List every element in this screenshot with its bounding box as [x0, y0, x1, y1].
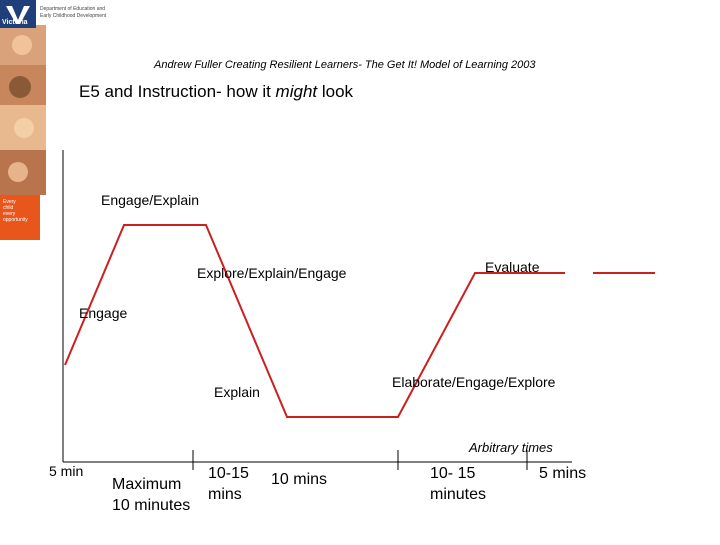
- slide-title: E5 and Instruction- how it might look: [79, 82, 353, 102]
- label-elaborate-engage-explore: Elaborate/Engage/Explore: [392, 374, 556, 390]
- time-label-4: 10 mins: [271, 471, 328, 488]
- tag-line-4: opportunity: [3, 217, 28, 223]
- photo-collage: [0, 25, 46, 240]
- sidebar-photo-strip: Every child every opportunity: [0, 0, 46, 540]
- label-explain: Explain: [214, 384, 260, 400]
- victoria-logo-icon: [0, 0, 36, 28]
- tag-line-3: every: [3, 211, 16, 217]
- logo-wordmark: Victoria: [2, 19, 28, 26]
- tag-line-1: Every: [3, 199, 16, 205]
- time-label-3: 10-15 mins: [208, 465, 249, 503]
- department-line-1: Department of Education and: [40, 6, 106, 12]
- department-line-2: Early Childhood Development: [40, 13, 107, 19]
- time-label-1: 5 min: [49, 463, 84, 479]
- label-explore-explain-engage: Explore/Explain/Engage: [197, 265, 347, 281]
- label-evaluate: Evaluate: [485, 259, 540, 275]
- engagement-path-line: [64, 224, 565, 418]
- citation-text: Andrew Fuller Creating Resilient Learner…: [154, 59, 536, 71]
- title-prefix: E5 and Instruction- how it: [79, 82, 276, 101]
- title-suffix: look: [317, 82, 354, 101]
- time-label-5: 10- 15 minutes: [430, 465, 487, 503]
- axis-label-arbitrary-times: Arbitrary times: [469, 440, 553, 455]
- tag-line-2: child: [3, 205, 14, 211]
- title-emphasis: might: [275, 82, 318, 101]
- time-label-2: Maximum 10 minutes: [112, 476, 191, 514]
- label-engage-explain: Engage/Explain: [101, 192, 200, 208]
- department-logo: Victoria Department of Education and Ear…: [0, 0, 115, 28]
- time-label-6: 5 mins: [539, 465, 587, 482]
- label-engage: Engage: [79, 305, 128, 321]
